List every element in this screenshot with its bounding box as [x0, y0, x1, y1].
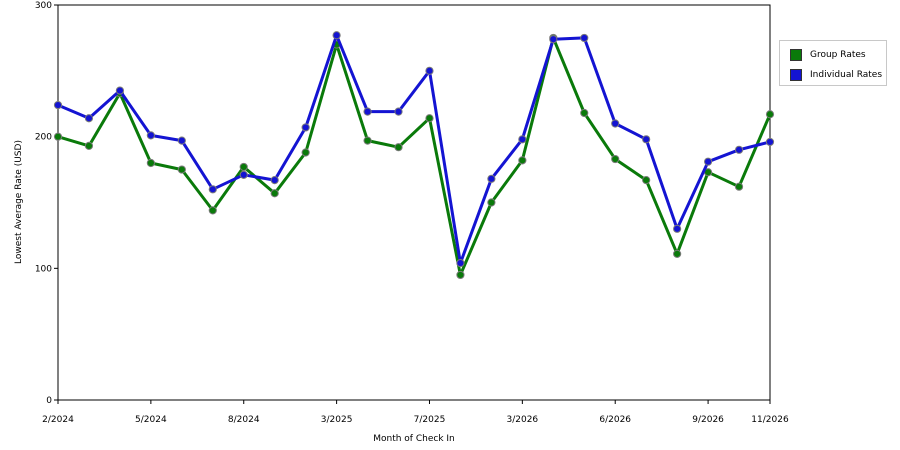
axis-layer: 0 100 200 300 2/2024 5/2024 8/2024 3/2025 7/2025…	[35, 1, 789, 425]
y-tick-label: 0	[46, 396, 52, 406]
data-point-group-rates	[239, 162, 248, 172]
legend-swatch-individual-rates	[790, 69, 802, 81]
data-point-individual-rates	[456, 258, 465, 268]
data-point-individual-rates	[642, 135, 651, 144]
x-tick-label: 3/2026	[507, 415, 539, 425]
data-point-group-rates	[611, 154, 620, 164]
legend-item-group-rates: Group Rates	[790, 49, 866, 61]
data-point-group-rates	[53, 132, 63, 141]
data-point-group-rates	[425, 114, 434, 123]
x-tick-label: 7/2025	[414, 415, 446, 425]
x-tick-label: 3/2025	[321, 415, 353, 425]
data-point-individual-rates	[734, 145, 744, 154]
data-point-individual-rates	[611, 119, 620, 128]
data-point-individual-rates	[673, 224, 682, 233]
x-tick-label: 2/2024	[42, 415, 74, 425]
data-point-group-rates	[394, 143, 403, 152]
plot-frame	[57, 4, 771, 401]
data-point-group-rates	[146, 158, 155, 168]
data-point-group-rates	[208, 206, 217, 215]
data-point-group-rates	[673, 249, 682, 258]
y-tick-label: 200	[35, 133, 52, 143]
data-point-group-rates	[518, 156, 527, 165]
legend-label-individual-rates: Individual Rates	[810, 70, 883, 80]
data-point-individual-rates	[177, 136, 186, 145]
data-point-individual-rates	[487, 174, 496, 183]
data-point-group-rates	[270, 189, 279, 198]
data-point-individual-rates	[363, 107, 372, 116]
legend: Group Rates Individual Rates	[779, 40, 887, 86]
data-point-individual-rates	[580, 33, 589, 43]
y-tick-label: 300	[35, 1, 52, 11]
data-point-individual-rates	[301, 123, 310, 132]
data-point-individual-rates	[549, 35, 558, 44]
series-layer	[53, 31, 775, 280]
y-axis-title: Lowest Average Rate (USD)	[14, 140, 24, 264]
x-tick-label: 8/2024	[228, 415, 260, 425]
data-point-group-rates	[734, 182, 744, 191]
x-tick-label: 6/2026	[599, 415, 631, 425]
legend-label-group-rates: Group Rates	[810, 50, 866, 60]
data-point-individual-rates	[425, 66, 434, 75]
legend-swatch-group-rates	[790, 49, 802, 61]
x-tick-label: 5/2024	[135, 415, 167, 425]
x-tick-label: 9/2026	[692, 415, 724, 425]
data-point-group-rates	[487, 198, 496, 207]
x-tick-label: 11/2026	[751, 415, 789, 425]
data-point-individual-rates	[270, 176, 279, 185]
data-point-group-rates	[177, 165, 186, 174]
data-point-group-rates	[84, 141, 94, 150]
data-point-individual-rates	[394, 107, 403, 116]
data-point-group-rates	[301, 148, 310, 157]
data-point-individual-rates	[208, 185, 217, 194]
data-point-group-rates	[642, 176, 651, 185]
series-line-group-rates	[57, 36, 772, 277]
data-point-individual-rates	[53, 100, 63, 110]
data-point-individual-rates	[146, 131, 155, 140]
data-point-individual-rates	[765, 137, 775, 147]
data-point-group-rates	[765, 110, 775, 119]
data-point-individual-rates	[239, 170, 248, 179]
series-line-individual-rates	[57, 33, 771, 265]
legend-item-individual-rates: Individual Rates	[790, 69, 882, 81]
data-point-individual-rates	[84, 114, 94, 123]
data-point-individual-rates	[703, 157, 713, 166]
x-axis-title: Month of Check In	[373, 434, 455, 444]
data-point-group-rates	[456, 270, 465, 280]
data-point-group-rates	[363, 136, 372, 145]
data-point-individual-rates	[332, 31, 341, 40]
y-tick-label: 100	[35, 264, 52, 274]
data-point-individual-rates	[115, 86, 125, 95]
data-point-individual-rates	[518, 135, 527, 144]
data-point-group-rates	[580, 108, 589, 118]
